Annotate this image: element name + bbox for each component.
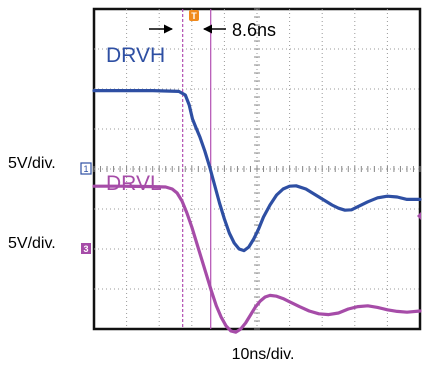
delay-arrowhead-right (203, 24, 212, 34)
trigger-marker: T (189, 10, 199, 21)
trigger-marker-icon (189, 10, 199, 21)
series-label-drvl: DRVL (106, 172, 162, 195)
series-line-drvl (92, 184, 422, 334)
channel-marker-3-icon (81, 243, 91, 254)
delay-label: 8.6ns (232, 20, 276, 40)
reference-marker-icon (417, 212, 421, 220)
channel-marker-1-label: 1 (83, 164, 88, 174)
channel-marker-1: 1 (80, 162, 92, 175)
traces (92, 89, 422, 334)
series-line-drvh (92, 89, 422, 253)
delay-annotation: 8.6ns (149, 20, 276, 40)
channel-marker-3: 3 (81, 243, 91, 254)
x-axis-label: 10ns/div. (232, 346, 295, 363)
scale-label-ch3: 5V/div. (8, 235, 56, 252)
delay-arrowhead-left (164, 24, 173, 34)
trigger-marker-label: T (191, 11, 197, 21)
grid (93, 8, 421, 330)
channel-marker-3-label: 3 (83, 244, 88, 254)
channel-marker-1-icon (80, 162, 92, 175)
scale-label-ch1: 5V/div. (8, 155, 56, 172)
series-label-drvh: DRVH (106, 44, 165, 67)
